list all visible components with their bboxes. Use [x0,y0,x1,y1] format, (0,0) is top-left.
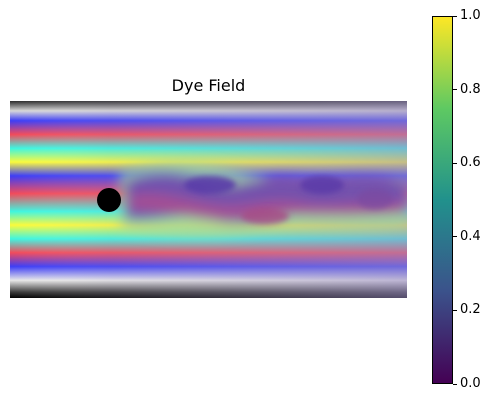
colorbar-tick-label: 0.8 [460,81,481,97]
colorbar-tick-mark [453,162,457,164]
colorbar-tick-mark [453,236,457,238]
colorbar-tick-mark [453,15,457,17]
figure-title: Dye Field [171,76,246,95]
colorbar-tick-label: 0.2 [460,302,481,318]
colorbar-tick-label: 1.0 [460,8,481,23]
dye-field-canvas [10,101,407,298]
colorbar-tick-mark [453,383,457,385]
cylinder-obstacle [97,188,121,212]
colorbar-tick-mark [453,309,457,311]
colorbar [432,16,453,384]
colorbar-tick-label: 0.6 [460,155,481,171]
vortex-swirls [184,176,393,224]
colorbar-tick-label: 0.0 [460,376,481,391]
colorbar-tick-mark [453,89,457,91]
dye-field-image [10,101,407,298]
colorbar-tick-label: 0.4 [460,228,481,244]
